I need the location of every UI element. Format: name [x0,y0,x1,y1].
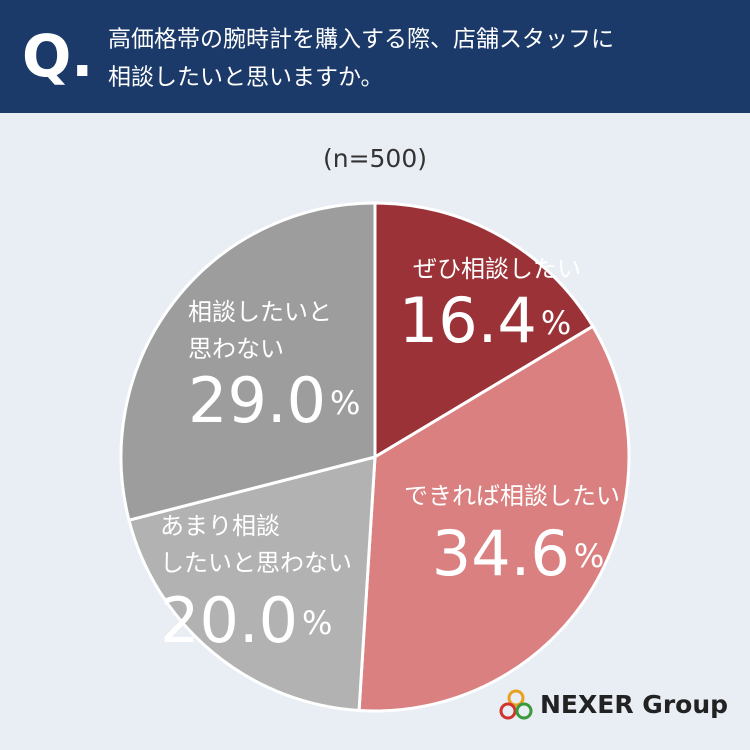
pie-slice [127,455,377,713]
pie-slice [357,324,631,713]
sample-size: (n=500) [323,144,427,173]
q-mark: Q. [22,22,93,90]
value-label: 29.0% [188,364,360,437]
logo-icon [499,689,533,720]
category-label: できれば相談したい [404,482,620,510]
question-line: 高価格帯の腕時計を購入する際、店舗スタッフに [108,27,614,53]
logo-text: NEXER Group [540,690,728,719]
value-label: 20.0% [160,584,332,657]
value-label: 16.4% [399,284,571,357]
pie-slice [119,201,377,522]
pie [119,201,631,713]
pie-slice [373,201,595,460]
header-bar [0,0,750,113]
category-label: 相談したいと思わない [188,298,332,363]
category-label: ぜひ相談したい [413,255,581,283]
question-line: 相談したいと思いますか。 [108,65,384,91]
category-label: あまり相談したいと思わない [160,512,352,577]
value-label: 34.6% [432,517,604,590]
